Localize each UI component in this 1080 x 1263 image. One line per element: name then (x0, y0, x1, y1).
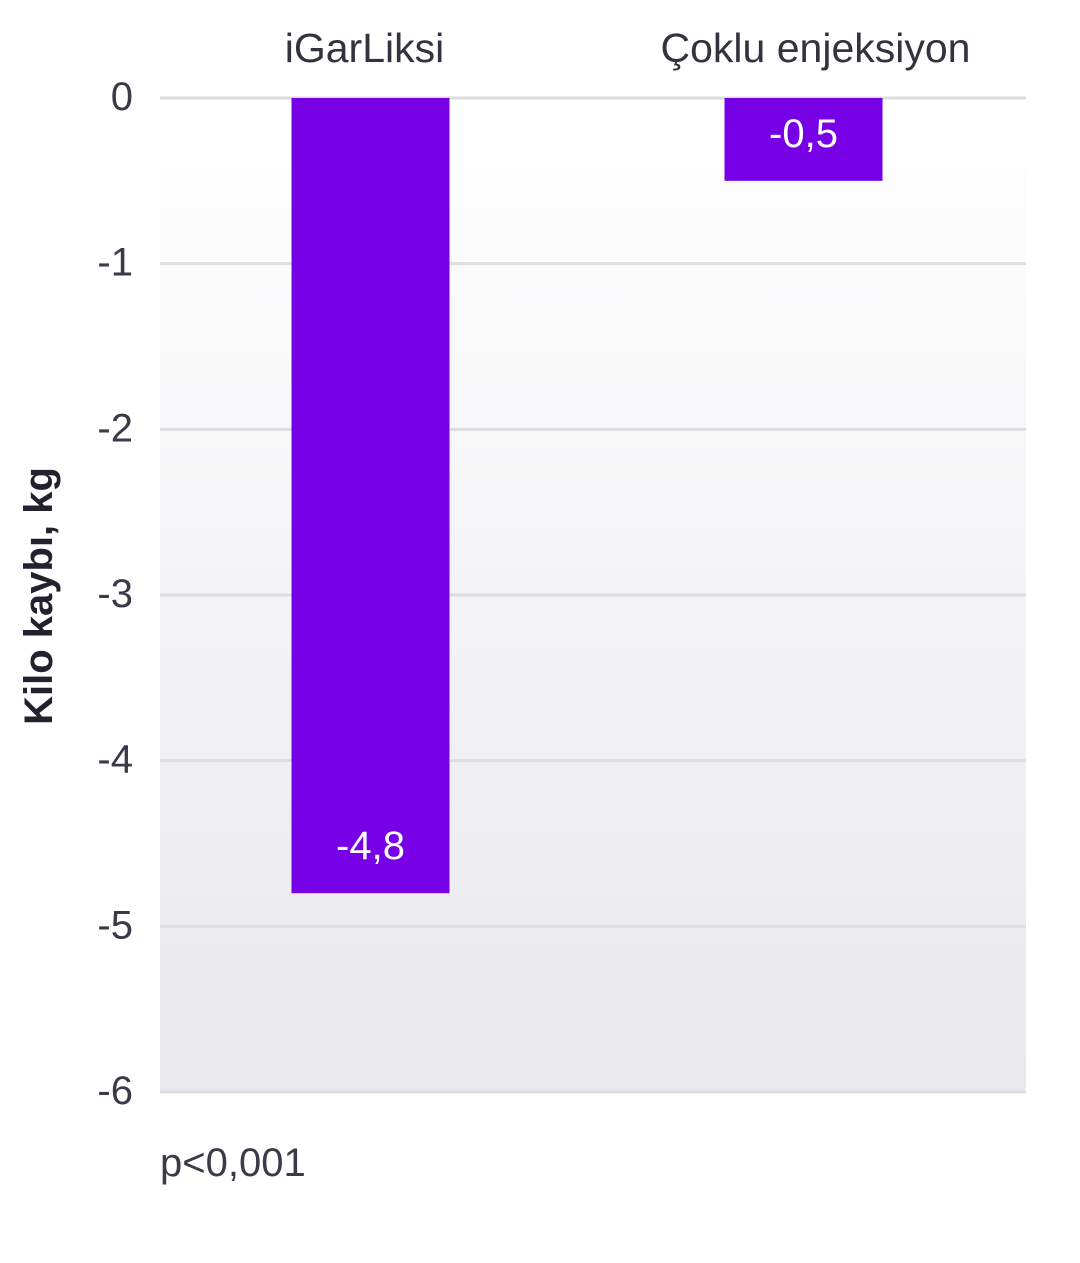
y-tick-label: -6 (97, 1069, 133, 1113)
bar-value-label: -0,5 (769, 112, 838, 156)
bars: -4,8 -0,5 (291, 98, 883, 894)
y-tick-label: -5 (97, 903, 133, 947)
bar-value-label: -4,8 (336, 824, 405, 868)
y-tick-label: -1 (97, 241, 133, 285)
y-tick-label: -2 (97, 406, 133, 450)
category-labels: iGarLiksi Çoklu enjeksiyon (285, 25, 971, 71)
category-label: Çoklu enjeksiyon (661, 25, 971, 71)
bar (291, 98, 450, 894)
bar (724, 98, 883, 181)
y-axis-label: Kilo kaybı, kg (17, 467, 61, 725)
y-tick-label: -3 (97, 572, 133, 616)
p-value-annotation: p<0,001 (160, 1141, 306, 1185)
category-label: iGarLiksi (285, 25, 444, 71)
y-tick-label: -4 (97, 738, 133, 782)
y-tick-label: 0 (111, 75, 133, 119)
y-axis-ticks: 0 -1 -2 -3 -4 -5 -6 (97, 75, 133, 1113)
